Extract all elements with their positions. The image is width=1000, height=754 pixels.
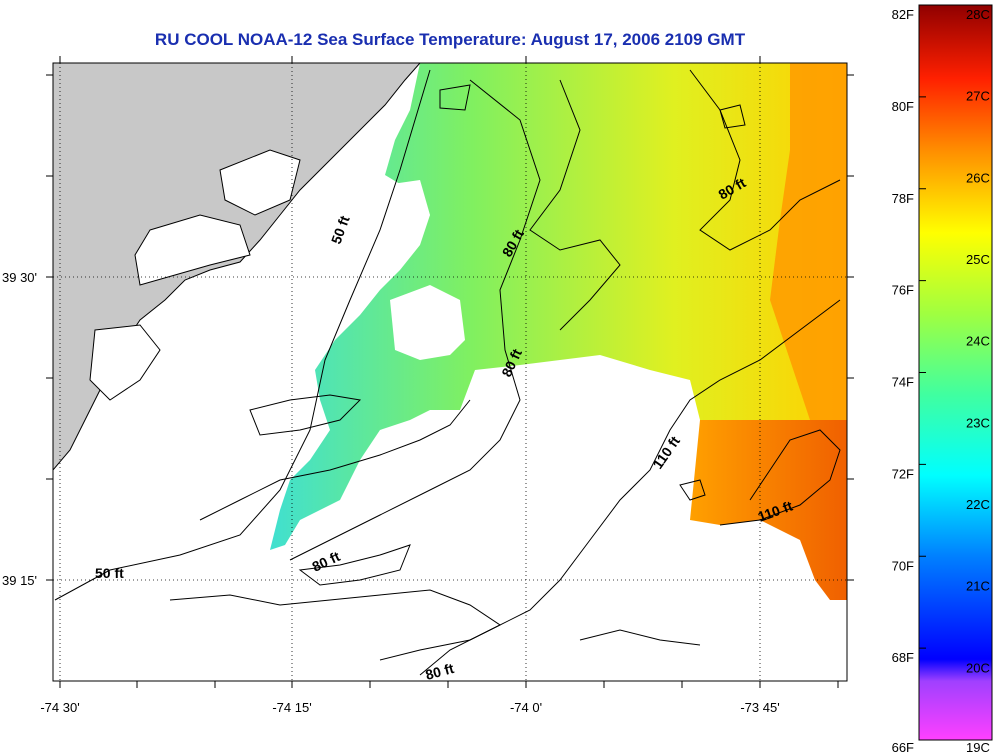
sst-region-warm bbox=[690, 420, 847, 600]
contour-label-80ft: 80 ft bbox=[424, 660, 456, 683]
contour-line bbox=[579, 629, 701, 646]
x-tick-label: -74 0' bbox=[510, 700, 542, 715]
y-tick-label: 39 15' bbox=[2, 573, 37, 588]
no-data-patch bbox=[370, 180, 430, 260]
no-data-patch bbox=[390, 285, 465, 360]
contour-line bbox=[249, 394, 362, 436]
map-title: RU COOL NOAA-12 Sea Surface Temperature:… bbox=[154, 30, 746, 49]
contour-line bbox=[439, 84, 471, 111]
contour-label-50ft: 50 ft bbox=[95, 565, 124, 581]
contour-line bbox=[298, 544, 411, 586]
map-frame bbox=[52, 62, 848, 682]
x-tick-label: -74 15' bbox=[272, 700, 311, 715]
contour-line bbox=[679, 479, 706, 501]
contour-line bbox=[689, 69, 841, 251]
x-tick-label: -74 30' bbox=[40, 700, 79, 715]
tick-marks bbox=[46, 56, 854, 688]
bay bbox=[134, 214, 251, 286]
bay bbox=[219, 149, 301, 216]
contour-line bbox=[529, 79, 621, 331]
bay bbox=[89, 324, 161, 401]
sst-region-warm-upper bbox=[770, 63, 847, 420]
depth-contours bbox=[54, 69, 841, 676]
contour-line bbox=[719, 429, 841, 526]
graticule bbox=[53, 63, 847, 681]
x-tick-label: -73 45' bbox=[740, 700, 779, 715]
y-tick-label: 39 30' bbox=[2, 270, 37, 285]
land-mass bbox=[53, 63, 421, 471]
map-area: 50 ft 80 ft 80 ft 80 ft 110 ft 110 ft 80… bbox=[53, 63, 847, 683]
contour-line bbox=[54, 69, 431, 601]
contour-line bbox=[199, 399, 471, 521]
contour-line bbox=[289, 79, 541, 561]
contour-line bbox=[719, 104, 746, 129]
contour-line bbox=[169, 589, 501, 661]
